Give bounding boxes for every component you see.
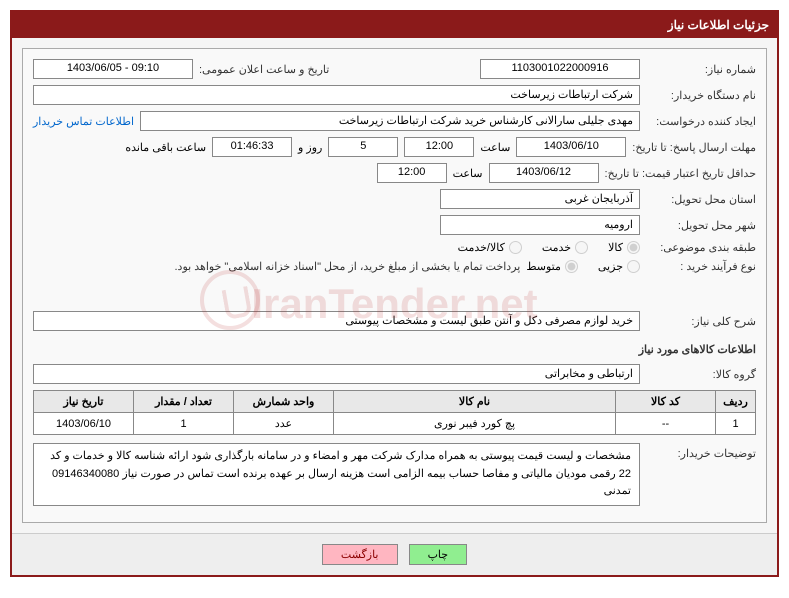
th-row: ردیف [716,391,756,413]
content-panel: شماره نیاز: 1103001022000916 تاریخ و ساع… [22,48,767,523]
deadline-date-field: 1403/06/10 [516,137,626,157]
need-number-label: شماره نیاز: [646,63,756,76]
deadline-time-label: ساعت [480,141,510,154]
deadline-remain-label: ساعت باقی مانده [125,141,206,154]
radio-khedmat[interactable]: خدمت [542,241,588,254]
city-label: شهر محل تحویل: [646,219,756,232]
buyer-notes-label: توضیحات خریدار: [646,443,756,460]
description-field: خرید لوازم مصرفی دکل و آنتن طبق لیست و م… [33,311,640,331]
city-field: ارومیه [440,215,640,235]
td-date: 1403/06/10 [34,413,134,435]
row-buyer-notes: توضیحات خریدار: مشخصات و لیست قیمت پیوست… [33,443,756,506]
category-label: طبقه بندی موضوعی: [646,241,756,254]
radio-motavaset-input [565,260,578,273]
province-field: آذربایجان غربی [440,189,640,209]
deadline-time-field: 12:00 [404,137,474,157]
td-row: 1 [716,413,756,435]
radio-kala-input [627,241,640,254]
requester-label: ایجاد کننده درخواست: [646,115,756,128]
button-bar: چاپ بازگشت [12,533,777,575]
buyer-field: شرکت ارتباطات زیرساخت [33,85,640,105]
description-label: شرح کلی نیاز: [646,315,756,328]
deadline-label: مهلت ارسال پاسخ: تا تاریخ: [632,141,756,154]
process-label: نوع فرآیند خرید : [646,260,756,273]
process-radio-group: جزیی متوسط [526,260,640,273]
deadline-days-field: 5 [328,137,398,157]
row-city: شهر محل تحویل: ارومیه [33,215,756,235]
process-note: پرداخت تمام یا بخشی از مبلغ خرید، از محل… [175,260,521,273]
radio-jozi-input [627,260,640,273]
row-process: نوع فرآیند خرید : جزیی متوسط پرداخت تمام… [33,260,756,273]
row-province: استان محل تحویل: آذربایجان غربی [33,189,756,209]
validity-time-label: ساعت [453,167,483,180]
goods-section-title: اطلاعات کالاهای مورد نیاز [33,343,756,356]
buyer-label: نام دستگاه خریدار: [646,89,756,102]
deadline-days-label: روز و [298,141,322,154]
table-header-row: ردیف کد کالا نام کالا واحد شمارش تعداد /… [34,391,756,413]
td-name: پچ کورد فیبر نوری [334,413,616,435]
deadline-remain-field: 01:46:33 [212,137,292,157]
th-qty: تعداد / مقدار [134,391,234,413]
goods-table: ردیف کد کالا نام کالا واحد شمارش تعداد /… [33,390,756,435]
validity-date-field: 1403/06/12 [489,163,599,183]
validity-label: حداقل تاریخ اعتبار قیمت: تا تاریخ: [605,167,756,180]
announce-field: 1403/06/05 - 09:10 [33,59,193,79]
radio-kala[interactable]: کالا [608,241,640,254]
row-deadline: مهلت ارسال پاسخ: تا تاریخ: 1403/06/10 سا… [33,137,756,157]
panel-header: جزئیات اطلاعات نیاز [12,12,777,38]
province-label: استان محل تحویل: [646,193,756,206]
td-code: -- [616,413,716,435]
requester-field: مهدی جلیلی سارالانی کارشناس خرید شرکت ار… [140,111,640,131]
row-need-number: شماره نیاز: 1103001022000916 تاریخ و ساع… [33,59,756,79]
table-row: 1 -- پچ کورد فیبر نوری عدد 1 1403/06/10 [34,413,756,435]
group-field: ارتباطی و مخابراتی [33,364,640,384]
radio-kala-khedmat[interactable]: کالا/خدمت [458,241,522,254]
row-description: شرح کلی نیاز: خرید لوازم مصرفی دکل و آنت… [33,311,756,331]
th-code: کد کالا [616,391,716,413]
td-unit: عدد [234,413,334,435]
radio-motavaset[interactable]: متوسط [526,260,578,273]
buyer-notes-field: مشخصات و لیست قیمت پیوستی به همراه مدارک… [33,443,640,506]
validity-time-field: 12:00 [377,163,447,183]
row-category: طبقه بندی موضوعی: کالا خدمت کالا/خدمت [33,241,756,254]
td-qty: 1 [134,413,234,435]
main-container: جزئیات اطلاعات نیاز شماره نیاز: 11030010… [10,10,779,577]
row-group: گروه کالا: ارتباطی و مخابراتی [33,364,756,384]
need-number-field: 1103001022000916 [480,59,640,79]
radio-jozi[interactable]: جزیی [598,260,640,273]
th-date: تاریخ نیاز [34,391,134,413]
back-button[interactable]: بازگشت [322,544,398,565]
print-button[interactable]: چاپ [409,544,468,565]
contact-link[interactable]: اطلاعات تماس خریدار [33,115,134,128]
announce-label: تاریخ و ساعت اعلان عمومی: [199,63,329,76]
th-name: نام کالا [334,391,616,413]
category-radio-group: کالا خدمت کالا/خدمت [458,241,640,254]
th-unit: واحد شمارش [234,391,334,413]
row-buyer: نام دستگاه خریدار: شرکت ارتباطات زیرساخت [33,85,756,105]
row-validity: حداقل تاریخ اعتبار قیمت: تا تاریخ: 1403/… [33,163,756,183]
row-requester: ایجاد کننده درخواست: مهدی جلیلی سارالانی… [33,111,756,131]
radio-kala-khedmat-input [509,241,522,254]
group-label: گروه کالا: [646,368,756,381]
radio-khedmat-input [575,241,588,254]
